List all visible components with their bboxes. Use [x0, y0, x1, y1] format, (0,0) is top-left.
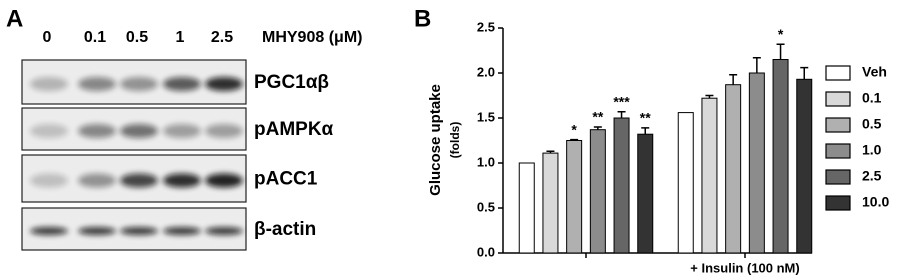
error-bar: [570, 138, 579, 141]
bar: [796, 78, 813, 254]
blot-label: pAMPKα: [254, 119, 334, 140]
y-axis-sublabel: (folds): [448, 122, 462, 159]
band: [205, 227, 243, 235]
band: [120, 227, 158, 235]
legend-label: 1.0: [862, 142, 882, 158]
error-bar: [705, 94, 714, 99]
panel-label: B: [414, 5, 431, 32]
error-bar: [800, 66, 809, 80]
bar: [518, 162, 535, 254]
y-tick-label: 0.5: [477, 199, 495, 214]
y-tick-label: 0.0: [477, 244, 495, 259]
error-bar: [729, 74, 738, 85]
legend-swatch: [825, 169, 851, 185]
legend-swatch: [825, 195, 851, 211]
band: [120, 77, 158, 91]
band: [120, 173, 158, 188]
legend-label: 2.5: [862, 168, 882, 184]
x-tick-label: + Insulin (100 nM): [690, 260, 799, 275]
band: [163, 124, 201, 138]
lane-label: 0.5: [126, 29, 148, 46]
band: [30, 173, 68, 188]
band: [30, 77, 68, 91]
error-bar: [752, 56, 761, 73]
bar: [725, 84, 742, 254]
bar: [637, 133, 654, 254]
legend-swatch: [825, 91, 851, 107]
error-bar: [776, 43, 785, 60]
bar: [589, 129, 606, 254]
significance: **: [640, 110, 651, 126]
panel-label: A: [6, 5, 23, 32]
band: [78, 124, 116, 138]
blot-label: β-actin: [254, 219, 316, 240]
y-label-group: Glucose uptake: [427, 84, 444, 196]
band: [163, 173, 201, 188]
lane-label: 0.1: [84, 29, 106, 46]
significance: *: [778, 26, 784, 42]
band: [120, 124, 158, 138]
band: [205, 77, 243, 91]
y-tick-label: 1.5: [477, 109, 495, 124]
y-tick-label: 2.5: [477, 19, 495, 34]
treatment-label: MHY908 (μM): [262, 29, 362, 46]
lane-label: 0: [43, 29, 52, 46]
error-bar: [593, 126, 602, 130]
blot-label: PGC1αβ: [254, 72, 329, 93]
bar: [772, 59, 789, 254]
y-tick-label: 2.0: [477, 64, 495, 79]
lane-label: 1: [176, 29, 185, 46]
band: [163, 77, 201, 91]
legend-label: 10.0: [862, 194, 889, 210]
bar: [542, 152, 559, 254]
band: [78, 227, 116, 235]
y-axis-label: Glucose uptake: [427, 84, 444, 196]
error-bar: [617, 110, 626, 118]
error-bar: [546, 150, 555, 154]
bar: [677, 112, 694, 254]
significance: ***: [613, 93, 630, 109]
band: [30, 227, 68, 235]
bar: [701, 97, 718, 254]
legend-swatch: [825, 143, 851, 159]
blot-label: pACC1: [254, 169, 318, 190]
band: [30, 124, 68, 138]
band: [205, 124, 243, 138]
band: [78, 173, 116, 188]
y-tick-label: 1.0: [477, 154, 495, 169]
legend-label: 0.5: [862, 116, 882, 132]
legend-swatch: [825, 117, 851, 133]
bar: [566, 140, 583, 254]
error-bar: [641, 127, 650, 135]
bar: [613, 117, 630, 254]
band: [78, 77, 116, 91]
significance: *: [571, 121, 577, 137]
significance: **: [592, 109, 603, 125]
legend-label: Veh: [862, 64, 887, 80]
band: [205, 173, 243, 188]
bar: [748, 72, 765, 254]
legend-label: 0.1: [862, 90, 882, 106]
band: [163, 227, 201, 235]
legend-swatch: [825, 65, 851, 81]
y-label-group: (folds): [448, 122, 462, 159]
lane-label: 2.5: [211, 29, 233, 46]
